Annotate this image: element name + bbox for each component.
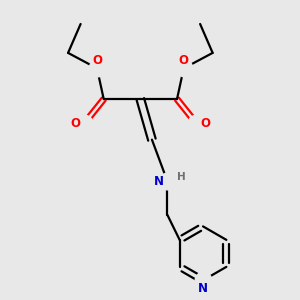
Text: H: H — [177, 172, 186, 182]
Text: N: N — [198, 282, 208, 295]
Text: O: O — [179, 54, 189, 68]
Text: O: O — [92, 54, 102, 68]
Text: N: N — [154, 175, 164, 188]
Text: O: O — [70, 117, 81, 130]
Text: O: O — [200, 117, 210, 130]
